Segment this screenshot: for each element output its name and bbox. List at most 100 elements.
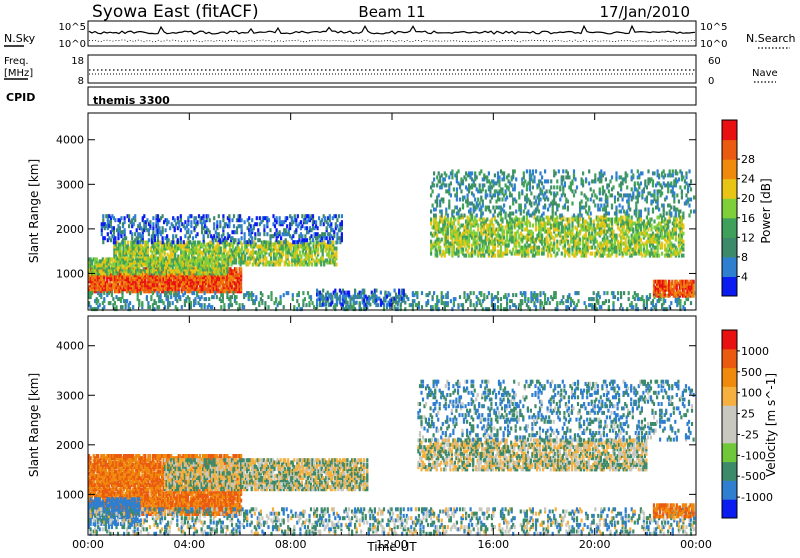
heatmap-cell <box>134 218 136 222</box>
heatmap-cell <box>436 295 438 299</box>
heatmap-cell <box>222 218 224 222</box>
heatmap-cell <box>527 297 529 301</box>
heatmap-cell <box>670 301 672 305</box>
heatmap-cell <box>121 305 123 309</box>
heatmap-cell <box>433 291 435 295</box>
heatmap-cell <box>190 214 192 218</box>
heatmap-cell <box>169 301 171 305</box>
heatmap-cell <box>529 222 531 226</box>
heatmap-cell <box>254 236 256 240</box>
heatmap-cell <box>311 263 313 267</box>
heatmap-cell <box>614 295 616 299</box>
heatmap-cell <box>205 297 207 301</box>
heatmap-cell <box>335 214 337 218</box>
heatmap-cell <box>564 244 566 248</box>
heatmap-cell <box>229 299 231 303</box>
heatmap-cell <box>263 228 265 232</box>
heatmap-cell <box>162 240 164 244</box>
heatmap-cell <box>436 234 438 238</box>
heatmap-cell <box>165 228 167 232</box>
heatmap-cell <box>494 254 496 258</box>
heatmap-cell <box>181 305 183 309</box>
heatmap-cell <box>241 218 243 222</box>
heatmap-cell <box>501 218 503 222</box>
heatmap-cell <box>474 250 476 254</box>
heatmap-cell <box>421 291 423 295</box>
noise-search-label: N.Search <box>746 32 796 45</box>
heatmap-cell <box>518 242 520 246</box>
heatmap-cell <box>140 291 142 295</box>
heatmap-cell <box>316 263 318 267</box>
heatmap-cell <box>280 299 282 303</box>
heatmap-cell <box>157 234 159 238</box>
heatmap-cell <box>259 232 261 236</box>
heatmap-cell <box>418 305 420 309</box>
heatmap-cell <box>296 299 298 303</box>
heatmap-cell <box>612 301 614 305</box>
heatmap-cell <box>232 245 234 249</box>
heatmap-cell <box>154 238 156 242</box>
heatmap-cell <box>178 291 180 295</box>
heatmap-cell <box>453 222 455 226</box>
heatmap-cell <box>124 241 126 245</box>
heatmap-cell <box>454 297 456 301</box>
heatmap-cell <box>184 291 186 295</box>
heatmap-cell <box>213 234 215 238</box>
heatmap-cell <box>244 220 246 224</box>
heatmap-cell <box>268 218 270 222</box>
heatmap-cell <box>162 236 164 240</box>
heatmap-cell <box>463 295 465 299</box>
heatmap-cell <box>584 301 586 305</box>
heatmap-cell <box>216 295 218 299</box>
heatmap-cell <box>295 218 297 222</box>
heatmap-cell <box>235 267 237 271</box>
heatmap-cell <box>236 230 238 234</box>
heatmap-cell <box>655 303 657 307</box>
heatmap-cell <box>115 305 117 309</box>
noise-sky-trace <box>89 26 695 34</box>
heatmap-cell <box>620 246 622 250</box>
freq-right-tick-bottom: 0 <box>708 76 714 87</box>
heatmap-cell <box>110 220 112 224</box>
cpid-value: themis 3300 <box>93 94 170 107</box>
heatmap-cell <box>159 293 161 297</box>
freq-unit-label: [MHz] <box>4 68 33 79</box>
noise-right-tick-top: 10^5 <box>700 22 727 33</box>
heatmap-cell <box>119 226 121 230</box>
heatmap-cell <box>479 244 481 248</box>
heatmap-cell <box>430 240 432 244</box>
heatmap-cell <box>561 252 563 256</box>
heatmap-cell <box>133 222 135 226</box>
heatmap-cell <box>562 301 564 305</box>
heatmap-cell <box>243 305 245 309</box>
heatmap-cell <box>333 230 335 234</box>
heatmap-cell <box>251 240 253 244</box>
heatmap-cell <box>172 301 174 305</box>
heatmap-cell <box>535 222 537 226</box>
heatmap-cell <box>128 214 130 218</box>
heatmap-cell <box>463 291 465 295</box>
heatmap-cell <box>558 248 560 252</box>
heatmap-cell <box>301 224 303 228</box>
heatmap-cell <box>139 222 141 226</box>
heatmap-cell <box>289 226 291 230</box>
heatmap-cell <box>184 220 186 224</box>
heatmap-cell <box>429 291 431 295</box>
heatmap-cell <box>311 301 313 305</box>
heatmap-cell <box>506 236 508 240</box>
heatmap-cell <box>544 293 546 297</box>
heatmap-cell <box>341 226 343 230</box>
heatmap-cell <box>207 234 209 238</box>
heatmap-cell <box>467 226 469 230</box>
heatmap-cell <box>544 297 546 301</box>
heatmap-cell <box>421 305 423 309</box>
heatmap-cell <box>113 226 115 230</box>
heatmap-cell <box>336 224 338 228</box>
heatmap-cell <box>208 297 210 301</box>
heatmap-cell <box>333 234 335 238</box>
heatmap-cell <box>168 261 170 265</box>
heatmap-cell <box>555 295 557 299</box>
heatmap-cell <box>432 295 434 299</box>
heatmap-cell <box>270 253 272 257</box>
